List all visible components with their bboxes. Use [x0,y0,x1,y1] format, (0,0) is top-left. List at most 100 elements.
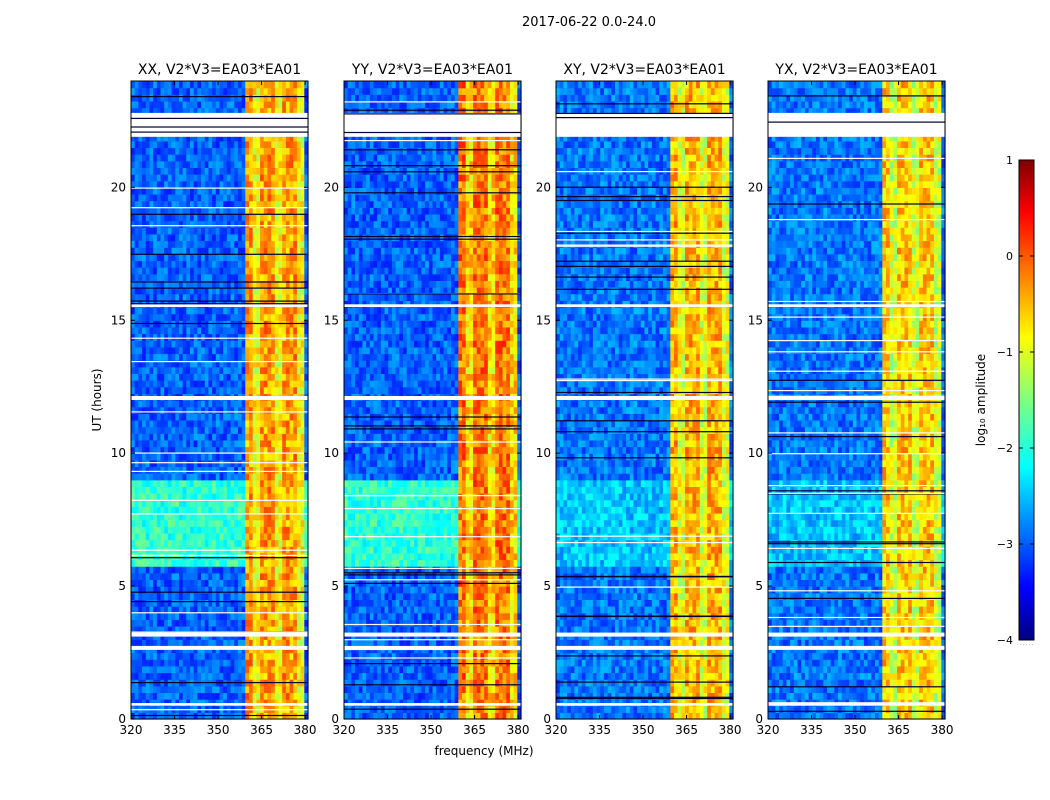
heatmap-cell [256,260,260,267]
heatmap-cell [223,486,227,493]
heatmap-cell [271,440,275,447]
heatmap-cell [227,540,231,547]
heatmap-cell [168,533,172,540]
heatmap-cell [245,227,249,234]
heatmap-cell [135,613,139,620]
heatmap-cell [286,141,290,148]
heatmap-cell [161,460,165,467]
heatmap-cell [253,294,257,301]
heatmap-cell [175,81,179,88]
heatmap-cell [172,407,176,414]
heatmap-cell [220,540,224,547]
heatmap-cell [223,154,227,161]
heatmap-cell [407,672,411,679]
heatmap-cell [267,566,271,573]
heatmap-cell [227,274,231,281]
heatmap-cell [238,413,242,420]
heatmap-cell [279,413,283,420]
flagged-row [131,118,308,119]
heatmap-cell [131,653,135,660]
heatmap-cell [275,340,279,347]
heatmap-cell [135,227,139,234]
heatmap-cell [231,473,235,480]
heatmap-cell [175,420,179,427]
heatmap-cell [275,221,279,228]
heatmap-cell [220,234,224,241]
heatmap-cell [256,493,260,500]
heatmap-cell [301,380,305,387]
heatmap-cell [149,167,153,174]
heatmap-cell [275,294,279,301]
heatmap-cell [238,686,242,693]
heatmap-cell [205,619,209,626]
heatmap-cell [231,420,235,427]
heatmap-cell [183,553,187,560]
heatmap-cell [194,579,198,586]
heatmap-cell [220,214,224,221]
heatmap-cell [249,599,253,606]
heatmap-cell [275,579,279,586]
heatmap-cell [146,639,150,646]
heatmap-cell [131,473,135,480]
heatmap-cell [234,639,238,646]
heatmap-cell [301,613,305,620]
heatmap-cell [183,659,187,666]
heatmap-cell [220,327,224,334]
heatmap-cell [149,692,153,699]
heatmap-cell [264,241,268,248]
heatmap-cell [157,154,161,161]
heatmap-cell [168,579,172,586]
heatmap-cell [301,440,305,447]
heatmap-cell [249,88,253,95]
heatmap-cell [190,154,194,161]
flagged-row [131,513,308,514]
heatmap-cell [245,274,249,281]
heatmap-cell [231,214,235,221]
heatmap-cell [212,613,216,620]
heatmap-cell [223,480,227,487]
heatmap-cell [286,174,290,181]
heatmap-cell [267,619,271,626]
heatmap-cell [183,639,187,646]
heatmap-cell [290,174,294,181]
heatmap-cell [161,686,165,693]
heatmap-cell [135,314,139,321]
heatmap-cell [282,373,286,380]
heatmap-cell [238,566,242,573]
heatmap-cell [290,340,294,347]
heatmap-cell [179,466,183,473]
heatmap-cell [282,506,286,513]
heatmap-cell [157,672,161,679]
heatmap-cell [164,606,168,613]
heatmap-cell [253,274,257,281]
heatmap-cell [223,380,227,387]
heatmap-cell [197,420,201,427]
heatmap-cell [231,566,235,573]
heatmap-cell [153,659,157,666]
heatmap-cell [227,606,231,613]
heatmap-cell [293,653,297,660]
heatmap-cell [138,181,142,188]
heatmap-cell [297,194,301,201]
heatmap-cell [267,214,271,221]
heatmap-cell [249,201,253,208]
heatmap-cell [282,214,286,221]
heatmap-cell [197,274,201,281]
heatmap-cell [260,553,264,560]
heatmap-cell [208,221,212,228]
heatmap-cell [164,427,168,434]
heatmap-cell [216,619,220,626]
heatmap-cell [197,161,201,168]
heatmap-cell [168,427,172,434]
heatmap-cell [205,221,209,228]
heatmap-cell [157,526,161,533]
heatmap-cell [245,294,249,301]
heatmap-cell [238,573,242,580]
heatmap-cell [267,400,271,407]
heatmap-cell [194,686,198,693]
heatmap-cell [286,81,290,88]
heatmap-cell [231,88,235,95]
heatmap-cell [220,486,224,493]
heatmap-cell [157,367,161,374]
heatmap-cell [271,486,275,493]
